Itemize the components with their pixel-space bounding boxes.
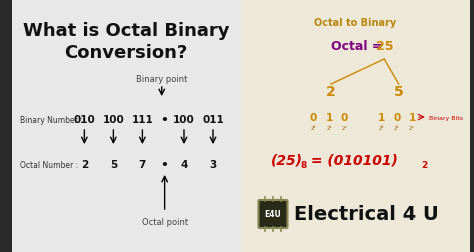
Text: Binary Bits: Binary Bits — [428, 115, 463, 120]
Text: 8: 8 — [300, 160, 306, 169]
Text: 1: 1 — [378, 113, 385, 122]
Text: 1: 1 — [409, 113, 416, 122]
Text: •: • — [161, 158, 169, 171]
Text: 2¹: 2¹ — [394, 125, 400, 130]
Text: 5: 5 — [394, 85, 403, 99]
Text: Electrical 4 U: Electrical 4 U — [294, 205, 439, 224]
Text: 010: 010 — [73, 115, 95, 124]
Text: Octal point: Octal point — [142, 217, 188, 226]
Text: 2²: 2² — [311, 125, 317, 130]
Text: 111: 111 — [131, 115, 153, 124]
Text: 4: 4 — [180, 159, 188, 169]
Text: 2¹: 2¹ — [326, 125, 332, 130]
Text: 2²: 2² — [379, 125, 384, 130]
Text: •: • — [161, 113, 169, 126]
Text: Octal =: Octal = — [331, 40, 387, 53]
Text: 100: 100 — [102, 115, 124, 124]
Text: 2°: 2° — [409, 125, 415, 130]
Text: 011: 011 — [202, 115, 224, 124]
Text: (25): (25) — [271, 152, 303, 166]
Text: = (010101): = (010101) — [306, 152, 398, 166]
Text: 5: 5 — [110, 159, 117, 169]
Text: 100: 100 — [173, 115, 195, 124]
Text: Binary point: Binary point — [136, 75, 187, 84]
Text: 0: 0 — [393, 113, 401, 122]
Text: Conversion?: Conversion? — [64, 44, 188, 62]
Text: 0: 0 — [310, 113, 317, 122]
Text: Binary Number :: Binary Number : — [19, 115, 82, 124]
Text: 0: 0 — [341, 113, 348, 122]
Text: Octal to Binary: Octal to Binary — [314, 18, 396, 28]
Text: 2: 2 — [421, 160, 427, 169]
Text: 2: 2 — [81, 159, 88, 169]
Text: 25: 25 — [375, 40, 393, 53]
Text: 2: 2 — [326, 85, 336, 99]
Text: What is Octal Binary: What is Octal Binary — [23, 22, 229, 40]
Text: Octal Number :: Octal Number : — [19, 160, 78, 169]
Text: 2°: 2° — [341, 125, 347, 130]
FancyBboxPatch shape — [258, 200, 287, 228]
Bar — [241, 0, 470, 252]
Text: 1: 1 — [326, 113, 333, 122]
Text: 3: 3 — [210, 159, 217, 169]
Bar — [12, 0, 241, 252]
Text: E4U: E4U — [264, 210, 282, 219]
Text: 7: 7 — [139, 159, 146, 169]
